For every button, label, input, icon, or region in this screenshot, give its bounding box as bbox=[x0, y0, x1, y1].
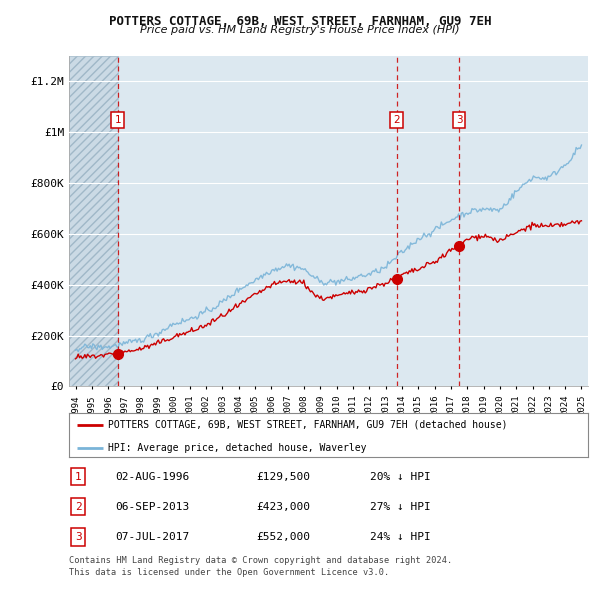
Text: £423,000: £423,000 bbox=[256, 502, 310, 512]
Text: This data is licensed under the Open Government Licence v3.0.: This data is licensed under the Open Gov… bbox=[69, 568, 389, 576]
Text: £129,500: £129,500 bbox=[256, 471, 310, 481]
Text: 1: 1 bbox=[75, 471, 82, 481]
Text: £552,000: £552,000 bbox=[256, 532, 310, 542]
Text: Price paid vs. HM Land Registry's House Price Index (HPI): Price paid vs. HM Land Registry's House … bbox=[140, 25, 460, 35]
Text: Contains HM Land Registry data © Crown copyright and database right 2024.: Contains HM Land Registry data © Crown c… bbox=[69, 556, 452, 565]
Text: POTTERS COTTAGE, 69B, WEST STREET, FARNHAM, GU9 7EH (detached house): POTTERS COTTAGE, 69B, WEST STREET, FARNH… bbox=[108, 420, 508, 430]
Text: 07-JUL-2017: 07-JUL-2017 bbox=[116, 532, 190, 542]
Text: 2: 2 bbox=[393, 114, 400, 124]
Text: 24% ↓ HPI: 24% ↓ HPI bbox=[370, 532, 431, 542]
Text: 3: 3 bbox=[75, 532, 82, 542]
Text: 06-SEP-2013: 06-SEP-2013 bbox=[116, 502, 190, 512]
Text: 20% ↓ HPI: 20% ↓ HPI bbox=[370, 471, 431, 481]
Text: 1: 1 bbox=[115, 114, 121, 124]
Text: HPI: Average price, detached house, Waverley: HPI: Average price, detached house, Wave… bbox=[108, 442, 367, 453]
Text: 27% ↓ HPI: 27% ↓ HPI bbox=[370, 502, 431, 512]
Text: POTTERS COTTAGE, 69B, WEST STREET, FARNHAM, GU9 7EH: POTTERS COTTAGE, 69B, WEST STREET, FARNH… bbox=[109, 15, 491, 28]
Text: 2: 2 bbox=[75, 502, 82, 512]
Text: 3: 3 bbox=[456, 114, 463, 124]
Text: 02-AUG-1996: 02-AUG-1996 bbox=[116, 471, 190, 481]
